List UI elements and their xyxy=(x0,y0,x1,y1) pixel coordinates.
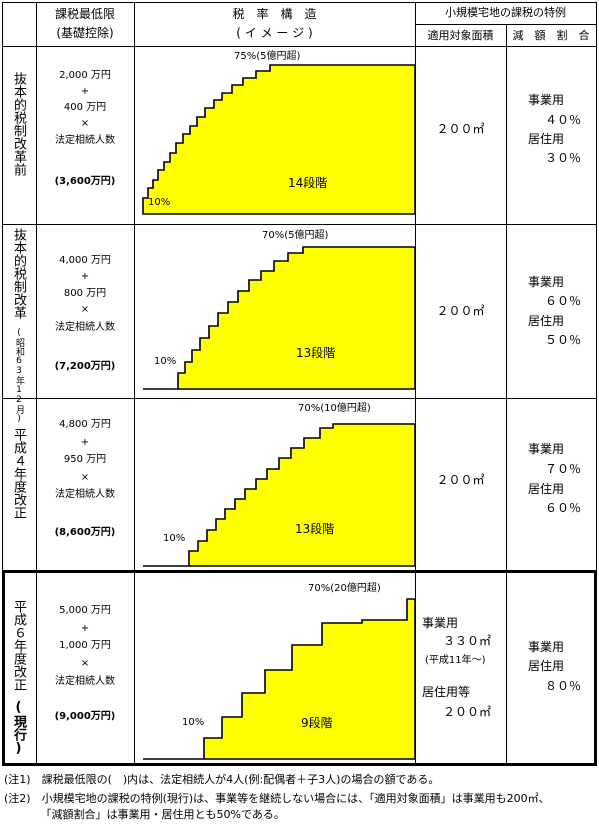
note-1: (注1) 課税最低限の( )内は、法定相続人が4人(例:配偶者＋子3人)の場合の… xyxy=(4,773,440,786)
area-res-value: ２００㎡ xyxy=(443,705,492,719)
res-label: 居住用 xyxy=(528,659,565,673)
common-rate: ８０％ xyxy=(545,679,582,693)
steps-label: 13段階 xyxy=(296,346,336,360)
top-rate: 75%(5億円超) xyxy=(234,51,301,62)
bottom-rate: 10% xyxy=(163,533,186,544)
biz-label: 事業用 xyxy=(528,93,565,107)
res-label: 居住用 xyxy=(528,482,565,496)
area-value: ２００㎡ xyxy=(436,304,485,318)
min-plus: + xyxy=(80,437,90,448)
area-biz-note: (平成11年～) xyxy=(425,655,486,666)
min-example: (9,000万円) xyxy=(54,711,116,722)
top-rate: 70%(20億円超) xyxy=(308,583,381,594)
area-value: ２００㎡ xyxy=(436,473,485,487)
min-example: (8,600万円) xyxy=(54,527,116,538)
res-rate: ３０％ xyxy=(545,151,582,165)
steps-label: 13段階 xyxy=(295,522,335,536)
min-base: 4,000 万円 xyxy=(59,255,111,266)
biz-rate: ４０％ xyxy=(545,113,582,127)
header-min-line2: (基礎控除) xyxy=(56,26,114,40)
biz-rate: ６０％ xyxy=(545,294,582,308)
res-label: 居住用 xyxy=(528,314,565,328)
header-min-line1: 課税最低限 xyxy=(54,7,115,21)
area-res-label: 居住用等 xyxy=(422,685,471,699)
res-rate: ６０％ xyxy=(545,501,582,515)
biz-label: 事業用 xyxy=(528,640,565,654)
min-example: (3,600万円) xyxy=(54,176,116,187)
min-heirs: 法定相続人数 xyxy=(55,489,115,500)
min-heirs: 法定相続人数 xyxy=(55,322,115,333)
row-label: 抜本的税制改革前 xyxy=(11,72,26,176)
min-plus: + xyxy=(80,86,90,97)
min-heirs: 法定相続人数 xyxy=(55,135,115,146)
min-plus: + xyxy=(80,271,90,282)
min-plus: + xyxy=(80,623,90,634)
biz-label: 事業用 xyxy=(528,442,565,456)
min-per-heir: 1,000 万円 xyxy=(59,640,111,651)
row-label: 平成４年度改正 xyxy=(11,428,26,519)
min-base: 4,800 万円 xyxy=(59,419,111,430)
header-special: 小規模宅地の課税の特例 xyxy=(445,6,566,19)
header-rate-line2: ( イ メ ー ジ ) xyxy=(236,26,313,40)
steps-label: 9段階 xyxy=(301,716,333,730)
area-biz-value: ３３０㎡ xyxy=(443,634,492,648)
res-label: 居住用 xyxy=(528,132,565,146)
note-2: (注2) 小規模宅地の課税の特例(現行)は、事業等を継続しない場合には、「適用対… xyxy=(4,792,550,805)
min-base: 2,000 万円 xyxy=(59,70,111,81)
note-3: 「減額割合」は事業用・居住用とも50%である。 xyxy=(4,808,285,821)
min-example: (7,200万円) xyxy=(54,361,116,372)
min-heirs: 法定相続人数 xyxy=(55,676,115,687)
min-times: × xyxy=(80,118,90,129)
header-reduction: 減 額 割 合 xyxy=(512,29,590,42)
top-rate: 70%(5億円超) xyxy=(262,230,329,241)
header-rate-line1: 税 率 構 造 xyxy=(232,7,317,21)
row-label-date: (昭和63年12月) xyxy=(14,328,24,424)
res-rate: ５０％ xyxy=(545,333,582,347)
min-times: × xyxy=(80,472,90,483)
bottom-rate: 10% xyxy=(148,197,171,208)
header-area: 適用対象面積 xyxy=(427,29,494,42)
row-label: 抜本的税制改革 xyxy=(11,228,26,319)
top-rate: 70%(10億円超) xyxy=(298,403,371,414)
steps-label: 14段階 xyxy=(288,176,328,190)
row-label: 平成６年度改正 xyxy=(11,600,26,691)
area-value: ２００㎡ xyxy=(436,122,485,136)
bottom-rate: 10% xyxy=(182,717,205,728)
min-per-heir: 950 万円 xyxy=(63,454,107,465)
min-per-heir: 400 万円 xyxy=(63,102,107,113)
area-biz-label: 事業用 xyxy=(422,616,459,630)
biz-label: 事業用 xyxy=(528,275,565,289)
min-per-heir: 800 万円 xyxy=(63,288,107,299)
bottom-rate: 10% xyxy=(154,356,177,367)
min-times: × xyxy=(80,304,90,315)
row-label-current: (現行) xyxy=(11,700,26,756)
min-times: × xyxy=(80,658,90,669)
min-base: 5,000 万円 xyxy=(59,605,111,616)
biz-rate: ７０％ xyxy=(545,462,582,476)
